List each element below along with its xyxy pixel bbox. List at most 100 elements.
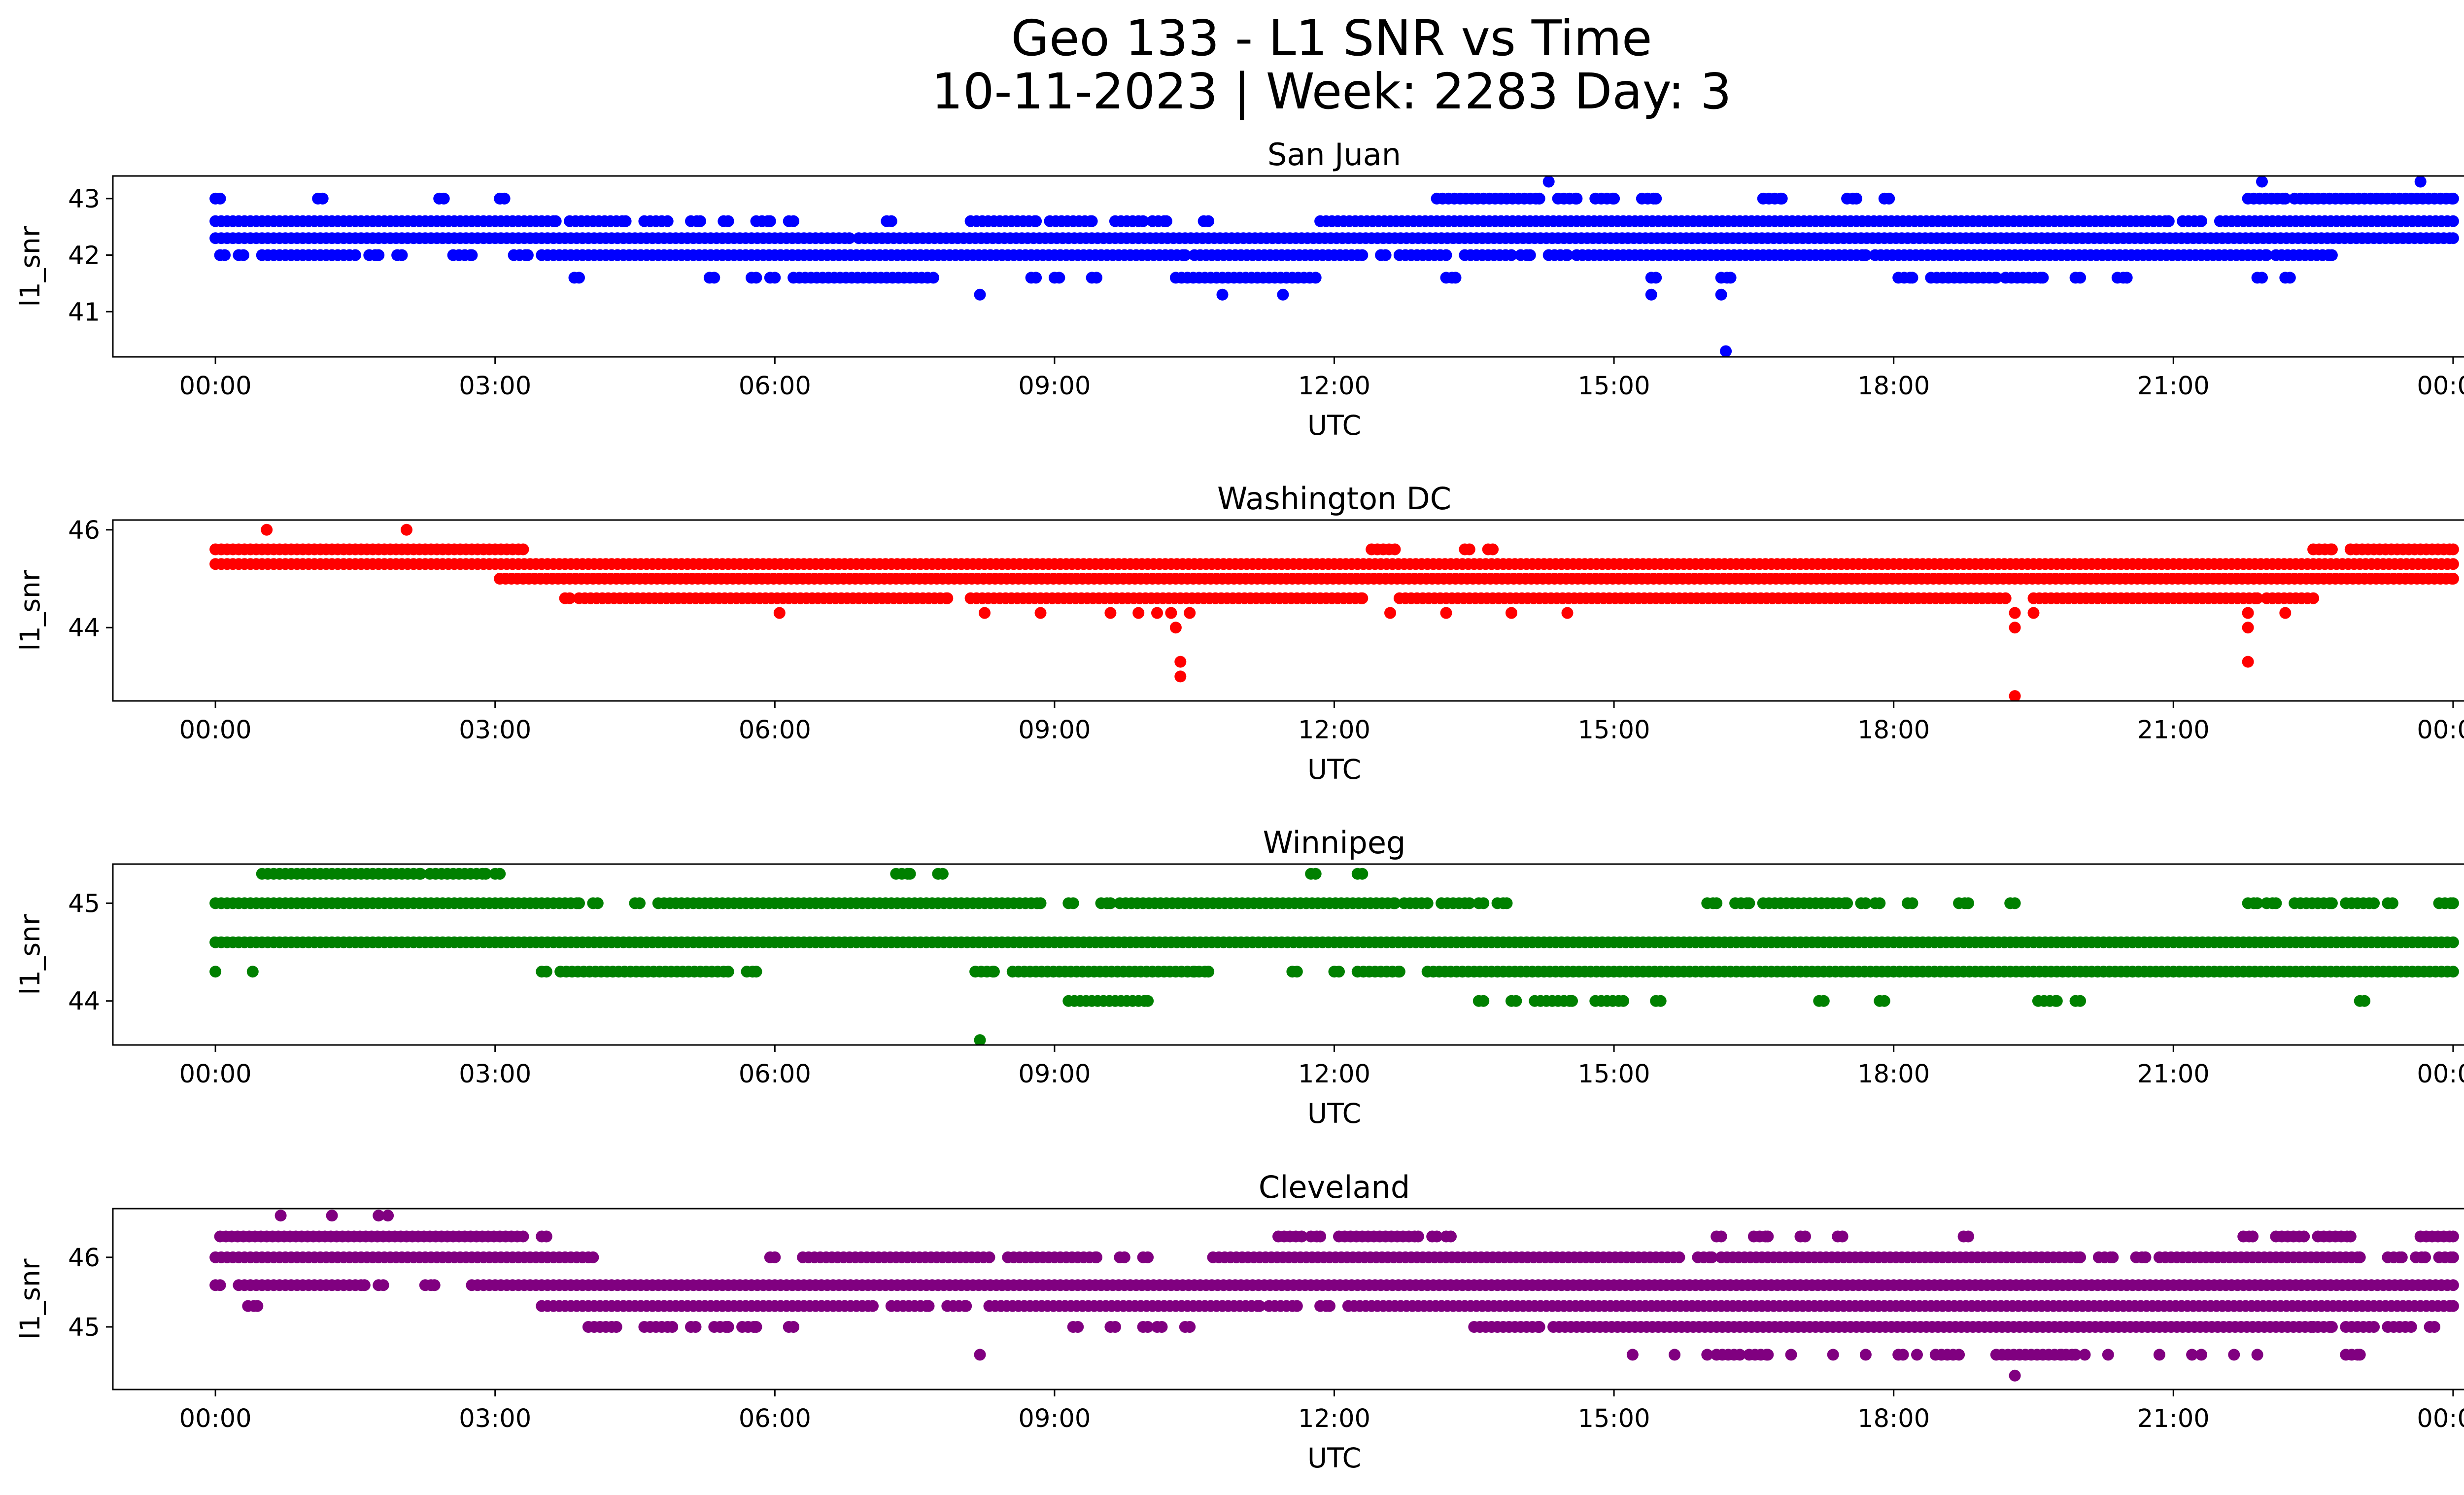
data-point	[1156, 1321, 1168, 1333]
data-point	[1030, 272, 1042, 284]
data-point	[610, 1321, 622, 1333]
data-point	[2079, 1349, 2091, 1361]
data-point	[1533, 1321, 1545, 1333]
data-point	[1463, 897, 1475, 909]
data-point	[1571, 192, 1583, 205]
data-point	[2354, 1251, 2366, 1263]
data-point	[1463, 543, 1475, 556]
x-tick-label: 18:00	[1857, 716, 1930, 745]
data-point	[974, 1349, 986, 1361]
data-point	[1477, 897, 1490, 909]
data-point	[1906, 897, 1918, 909]
data-point	[377, 1279, 389, 1291]
x-axis-label: UTC	[1307, 410, 1361, 441]
data-point	[1762, 1349, 1774, 1361]
y-axis-label: l1_snr	[14, 570, 46, 651]
data-point	[1277, 288, 1289, 301]
data-point	[2069, 1349, 2082, 1361]
data-point	[2153, 1349, 2165, 1361]
data-point	[573, 272, 585, 284]
data-point	[1151, 607, 1163, 619]
data-point	[1324, 1300, 1335, 1312]
data-point	[1109, 1321, 1121, 1333]
data-point	[1859, 1349, 1872, 1361]
scatter-points	[209, 523, 2459, 701]
data-point	[540, 1230, 552, 1243]
data-point	[2009, 897, 2021, 909]
data-point	[1160, 215, 1172, 227]
data-point	[2107, 1251, 2119, 1263]
subplot-title: Winnipeg	[1263, 825, 1406, 861]
data-point	[2102, 1349, 2114, 1361]
data-point	[974, 288, 986, 301]
data-point	[1533, 192, 1545, 205]
x-tick-label: 09:00	[1018, 1404, 1091, 1433]
data-point	[1389, 897, 1401, 909]
data-point	[2242, 607, 2254, 619]
data-point	[2251, 897, 2263, 909]
data-point	[1645, 288, 1657, 301]
data-point	[2447, 966, 2459, 978]
x-tick-label: 15:00	[1578, 372, 1650, 401]
data-point	[219, 249, 231, 261]
data-point	[1874, 897, 1886, 909]
data-point	[974, 1034, 986, 1045]
x-axis-label: UTC	[1307, 1442, 1361, 1474]
data-point	[1034, 607, 1047, 619]
data-point	[1030, 215, 1042, 227]
data-point	[2414, 176, 2427, 188]
data-point	[1477, 995, 1490, 1007]
data-point	[517, 543, 529, 556]
data-point	[1883, 192, 1895, 205]
data-point	[564, 592, 576, 604]
data-point	[2256, 272, 2268, 284]
x-tick-label: 06:00	[739, 372, 811, 401]
data-point	[2326, 897, 2338, 909]
data-point	[2359, 995, 2371, 1007]
x-tick-label: 03:00	[459, 1404, 531, 1433]
x-tick-label: 03:00	[459, 716, 531, 745]
x-tick-label: 21:00	[2137, 1404, 2210, 1433]
x-tick-label: 00:00	[179, 716, 252, 745]
data-point	[2368, 897, 2380, 909]
data-point	[2251, 1349, 2263, 1361]
data-point	[2242, 656, 2254, 668]
data-point	[438, 192, 450, 205]
x-tick-label: 00:00	[179, 1060, 252, 1089]
x-tick-label: 12:00	[1298, 372, 1370, 401]
data-point	[1431, 1230, 1443, 1243]
data-point	[1169, 622, 1182, 634]
data-point	[316, 192, 329, 205]
data-point	[401, 523, 412, 536]
data-point	[2354, 1349, 2366, 1361]
data-point	[2447, 936, 2459, 948]
data-point	[1701, 1349, 1713, 1361]
data-point	[2298, 1230, 2310, 1243]
y-axis-label: l1_snr	[14, 914, 46, 995]
data-point	[1673, 1251, 1685, 1263]
data-point	[2447, 215, 2459, 227]
data-point	[750, 1321, 762, 1333]
data-point	[2447, 573, 2459, 585]
data-point	[382, 1210, 394, 1222]
data-point	[1999, 592, 2012, 604]
data-point	[2270, 897, 2282, 909]
data-point	[1132, 607, 1145, 619]
data-point	[2447, 1251, 2459, 1263]
data-point	[414, 868, 427, 880]
data-point	[396, 249, 408, 261]
data-point	[1524, 249, 1536, 261]
data-point	[1799, 1230, 1811, 1243]
data-point	[326, 1210, 338, 1222]
data-point	[1561, 249, 1574, 261]
data-point	[2121, 272, 2133, 284]
data-point	[787, 215, 800, 227]
data-point	[1962, 1230, 1974, 1243]
data-point	[904, 868, 916, 880]
data-point	[2009, 622, 2021, 634]
data-point	[246, 966, 259, 978]
data-point	[1715, 1230, 1727, 1243]
x-tick-label: 09:00	[1018, 716, 1091, 745]
data-point	[1202, 966, 1215, 978]
data-point	[1421, 897, 1434, 909]
